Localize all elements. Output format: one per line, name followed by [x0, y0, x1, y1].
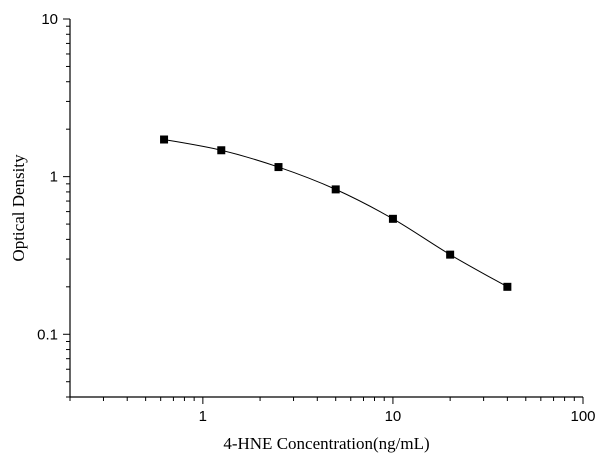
data-point [503, 282, 512, 291]
y-axis-title: Optical Density [9, 154, 28, 262]
data-point [388, 214, 397, 223]
y-ticks: 0.1 1 10 [37, 11, 70, 398]
x-axis-title: 4-HNE Concentration(ng/mL) [223, 434, 429, 453]
axes [69, 19, 583, 398]
x-tick-label: 10 [385, 408, 402, 425]
x-tick-label: 100 [570, 408, 595, 425]
y-tick-label: 0.1 [37, 326, 58, 343]
x-ticks: 1 10 100 [69, 397, 596, 425]
series-line [163, 139, 508, 288]
data-point [217, 146, 226, 155]
data-point [331, 185, 340, 194]
data-point [274, 163, 283, 172]
y-tick-label: 10 [41, 11, 58, 28]
data-point [446, 250, 455, 259]
x-tick-label: 1 [199, 408, 207, 425]
series-layer [160, 135, 512, 291]
y-tick-label: 1 [50, 169, 58, 186]
data-point [160, 135, 169, 144]
